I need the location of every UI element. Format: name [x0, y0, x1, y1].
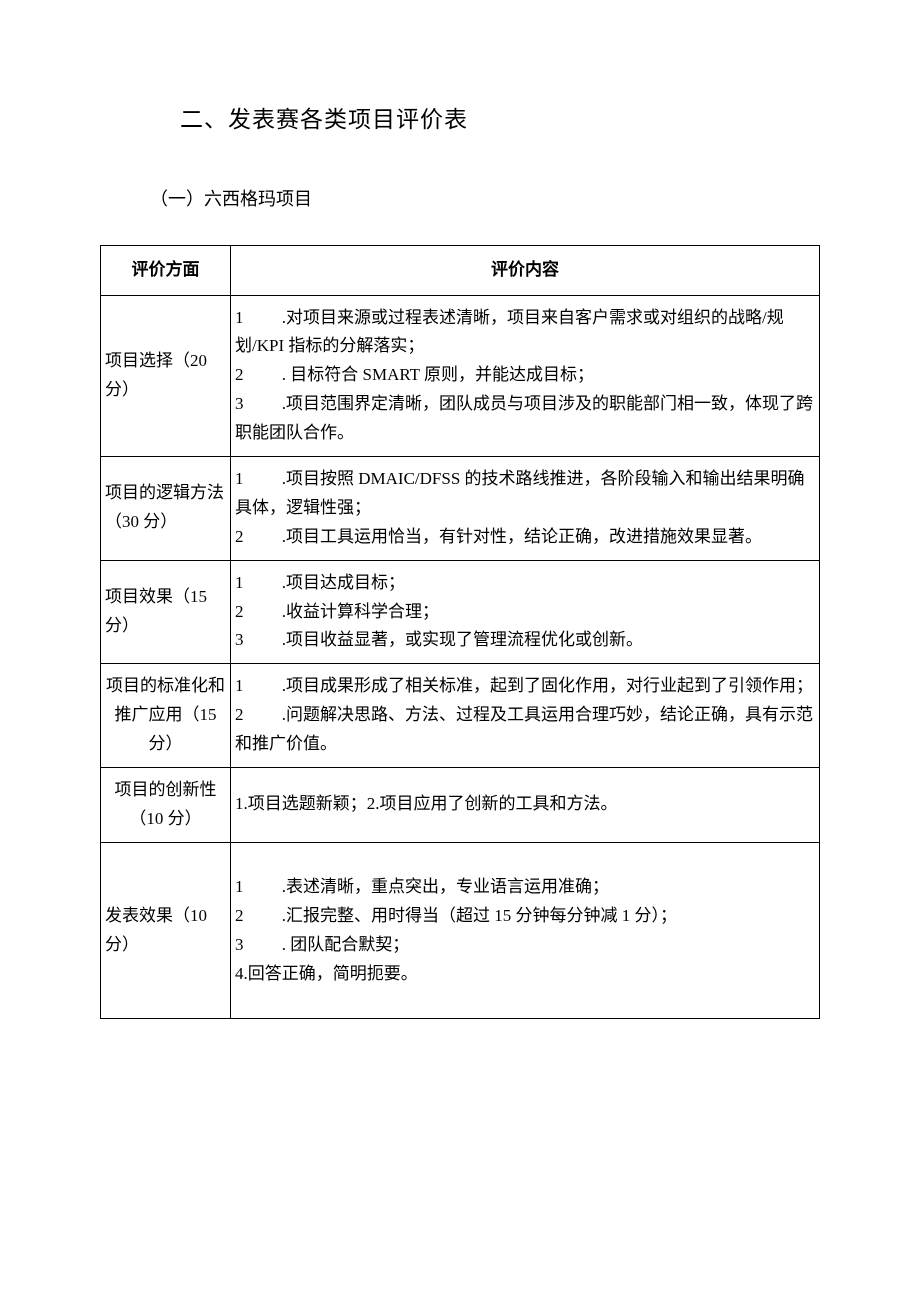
line-text: 4.回答正确，简明扼要。: [235, 964, 418, 983]
line-num: 2: [235, 361, 244, 390]
header-aspect: 评价方面: [101, 245, 231, 295]
cell-content: 1 .项目按照 DMAIC/DFSS 的技术路线推进，各阶段输入和输出结果明确具…: [231, 457, 820, 561]
cell-aspect: 项目的逻辑方法（30 分）: [101, 457, 231, 561]
header-content: 评价内容: [231, 245, 820, 295]
table-row: 发表效果（10分） 1 .表述清晰，重点突出，专业语言运用准确； 2 .汇报完整…: [101, 842, 820, 1019]
line-text: .项目按照 DMAIC/DFSS 的技术路线推进，各阶段输入和输出结果明确具体，…: [235, 469, 805, 517]
line-spacer: [244, 527, 282, 546]
table-row: 项目效果（15分） 1 .项目达成目标； 2 .收益计算科学合理； 3 .项目收…: [101, 560, 820, 664]
line-spacer: [244, 877, 282, 896]
cell-content: 1 .项目达成目标； 2 .收益计算科学合理； 3 .项目收益显著，或实现了管理…: [231, 560, 820, 664]
line-spacer: [244, 394, 282, 413]
line-spacer: [244, 935, 282, 954]
cell-content: 1 .表述清晰，重点突出，专业语言运用准确； 2 .汇报完整、用时得当（超过 1…: [231, 842, 820, 1019]
cell-content: 1 .对项目来源或过程表述清晰，项目来自客户需求或对组织的战略/规划/KPI 指…: [231, 295, 820, 456]
section-title: 二、发表赛各类项目评价表: [180, 100, 820, 139]
cell-aspect: 项目的标准化和推广应用（15 分）: [101, 664, 231, 768]
line-text: .表述清晰，重点突出，专业语言运用准确；: [282, 877, 609, 896]
line-num: 1: [235, 569, 244, 598]
line-text: 1.项目选题新颖；2.项目应用了创新的工具和方法。: [235, 794, 618, 813]
line-spacer: [244, 469, 282, 488]
cell-aspect: 项目的创新性（10 分）: [101, 768, 231, 843]
line-text: . 团队配合默契；: [282, 935, 410, 954]
subsection-title: （一）六西格玛项目: [150, 184, 820, 215]
line-num: 3: [235, 626, 244, 655]
line-num: 2: [235, 701, 244, 730]
line-num: 3: [235, 931, 244, 960]
line-num: 1: [235, 304, 244, 333]
table-row: 项目的创新性（10 分） 1.项目选题新颖；2.项目应用了创新的工具和方法。: [101, 768, 820, 843]
evaluation-table: 评价方面 评价内容 项目选择（20分） 1 .对项目来源或过程表述清晰，项目来自…: [100, 245, 820, 1020]
cell-aspect: 项目效果（15分）: [101, 560, 231, 664]
line-spacer: [244, 676, 282, 695]
line-num: 2: [235, 902, 244, 931]
line-text: .项目收益显著，或实现了管理流程优化或创新。: [282, 630, 643, 649]
line-text: .汇报完整、用时得当（超过 15 分钟每分钟减 1 分）；: [282, 906, 677, 925]
table-row: 项目选择（20分） 1 .对项目来源或过程表述清晰，项目来自客户需求或对组织的战…: [101, 295, 820, 456]
line-spacer: [244, 573, 282, 592]
line-spacer: [244, 308, 282, 327]
table-row: 项目的标准化和推广应用（15 分） 1 .项目成果形成了相关标准，起到了固化作用…: [101, 664, 820, 768]
cell-aspect: 项目选择（20分）: [101, 295, 231, 456]
line-text: .项目达成目标；: [282, 573, 405, 592]
line-spacer: [244, 630, 282, 649]
line-spacer: [244, 365, 282, 384]
line-text: .项目成果形成了相关标准，起到了固化作用，对行业起到了引领作用；: [282, 676, 813, 695]
line-text: . 目标符合 SMART 原则，并能达成目标；: [282, 365, 594, 384]
table-body: 项目选择（20分） 1 .对项目来源或过程表述清晰，项目来自客户需求或对组织的战…: [101, 295, 820, 1019]
cell-content: 1 .项目成果形成了相关标准，起到了固化作用，对行业起到了引领作用； 2 .问题…: [231, 664, 820, 768]
table-row: 项目的逻辑方法（30 分） 1 .项目按照 DMAIC/DFSS 的技术路线推进…: [101, 457, 820, 561]
line-num: 1: [235, 465, 244, 494]
table-header-row: 评价方面 评价内容: [101, 245, 820, 295]
line-text: .项目范围界定清晰，团队成员与项目涉及的职能部门相一致，体现了跨职能团队合作。: [235, 394, 813, 442]
cell-content: 1.项目选题新颖；2.项目应用了创新的工具和方法。: [231, 768, 820, 843]
line-spacer: [244, 705, 282, 724]
line-num: 2: [235, 523, 244, 552]
line-spacer: [244, 602, 282, 621]
line-num: 1: [235, 672, 244, 701]
cell-aspect: 发表效果（10分）: [101, 842, 231, 1019]
line-text: .项目工具运用恰当，有针对性，结论正确，改进措施效果显著。: [282, 527, 762, 546]
line-text: .问题解决思路、方法、过程及工具运用合理巧妙，结论正确，具有示范和推广价值。: [235, 705, 813, 753]
line-num: 2: [235, 598, 244, 627]
line-num: 3: [235, 390, 244, 419]
line-text: .收益计算科学合理；: [282, 602, 439, 621]
line-text: .对项目来源或过程表述清晰，项目来自客户需求或对组织的战略/规划/KPI 指标的…: [235, 308, 784, 356]
line-spacer: [244, 906, 282, 925]
line-num: 1: [235, 873, 244, 902]
